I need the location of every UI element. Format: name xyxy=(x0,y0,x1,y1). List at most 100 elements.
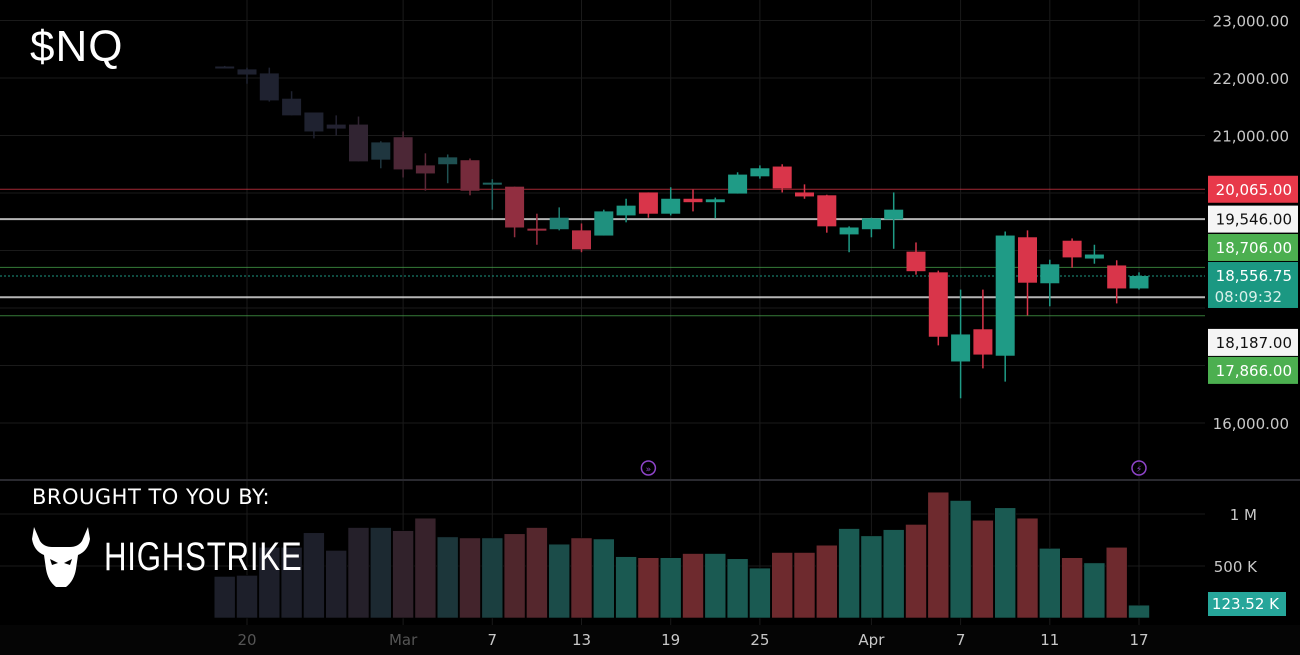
volume-axis-label: 500 K xyxy=(1214,558,1258,576)
candle-body[interactable] xyxy=(482,182,502,185)
earnings-flash-icon-glyph: ⚡ xyxy=(1136,465,1142,475)
bull-head-icon xyxy=(32,527,90,587)
candle-body[interactable] xyxy=(705,199,725,203)
volume-bar xyxy=(771,552,794,619)
candle-body[interactable] xyxy=(1040,264,1060,284)
volume-bar xyxy=(392,530,414,619)
candle-body[interactable] xyxy=(237,69,257,75)
candle-body[interactable] xyxy=(839,227,859,235)
candle-body[interactable] xyxy=(884,209,904,220)
candle-body[interactable] xyxy=(728,174,748,194)
candle-body[interactable] xyxy=(1129,275,1149,289)
candle-body[interactable] xyxy=(371,142,391,160)
volume-bar xyxy=(838,528,860,619)
price-axis-label: 22,000.00 xyxy=(1213,70,1289,88)
candle-body[interactable] xyxy=(1107,265,1127,289)
candle-body[interactable] xyxy=(995,235,1015,356)
volume-bar xyxy=(1083,562,1106,619)
candle-body[interactable] xyxy=(415,165,435,174)
volume-bar xyxy=(548,543,571,619)
price-axis-label: 23,000.00 xyxy=(1213,13,1289,31)
ticker-symbol: $NQ xyxy=(30,22,124,71)
candle-body[interactable] xyxy=(349,124,368,162)
time-axis-label: 25 xyxy=(750,631,769,649)
candle-body[interactable] xyxy=(505,186,525,228)
volume-bar xyxy=(526,527,548,619)
candle-body[interactable] xyxy=(460,160,480,191)
candle-body[interactable] xyxy=(951,334,971,362)
candle-body[interactable] xyxy=(683,198,703,203)
price-axis-label: 16,000.00 xyxy=(1213,415,1289,433)
volume-bar xyxy=(213,576,236,619)
candle-body[interactable] xyxy=(527,228,547,231)
candle-body[interactable] xyxy=(906,251,926,272)
time-axis-label: 20 xyxy=(237,631,256,649)
volume-bar xyxy=(682,553,704,619)
volume-bar xyxy=(258,546,281,619)
volume-bar xyxy=(436,536,459,619)
sponsor-logo: HIGHSTRIKE xyxy=(30,525,358,589)
candle-body[interactable] xyxy=(282,98,302,116)
volume-bar xyxy=(369,527,392,619)
volume-bar xyxy=(615,556,637,619)
candle-body[interactable] xyxy=(861,218,881,230)
bar-countdown: 08:09:32 xyxy=(1215,288,1282,306)
candle-body[interactable] xyxy=(638,192,658,214)
candle-body[interactable] xyxy=(393,137,413,170)
volume-bar xyxy=(905,524,927,619)
price-level-tag[interactable] xyxy=(1208,175,1298,203)
last-volume-label: 123.52 K xyxy=(1212,595,1280,613)
candle-body[interactable] xyxy=(750,168,770,177)
volume-bar xyxy=(972,519,994,619)
price-level-tag[interactable] xyxy=(1208,205,1298,233)
time-axis xyxy=(0,625,1300,655)
candle-body[interactable] xyxy=(259,73,279,101)
volume-bar xyxy=(1016,517,1039,619)
candle-body[interactable] xyxy=(661,198,681,214)
price-level-tag[interactable] xyxy=(1208,356,1298,384)
time-axis-label: 11 xyxy=(1040,631,1059,649)
time-axis-label: Apr xyxy=(858,631,885,649)
candle-body[interactable] xyxy=(817,195,837,227)
time-axis-label: Mar xyxy=(389,631,418,649)
candle-body[interactable] xyxy=(549,217,569,230)
candle-body[interactable] xyxy=(616,205,636,216)
dividend-marker-icon[interactable] xyxy=(640,460,657,476)
candle-body[interactable] xyxy=(973,329,993,355)
earnings-flash-icon[interactable] xyxy=(1131,460,1147,476)
candle-body[interactable] xyxy=(438,157,458,165)
last-volume-tag xyxy=(1208,592,1286,616)
volume-bar xyxy=(994,507,1017,619)
price-level-label: 19,546.00 xyxy=(1216,211,1292,229)
time-axis-label: 17 xyxy=(1129,631,1148,649)
candle-body[interactable] xyxy=(795,192,814,197)
last-price-tag xyxy=(1208,261,1298,308)
candle-body[interactable] xyxy=(215,66,235,69)
candle-body[interactable] xyxy=(1062,240,1082,258)
volume-bar xyxy=(793,552,816,619)
price-level-label: 18,187.00 xyxy=(1216,334,1292,352)
volume-bar xyxy=(749,567,771,619)
volume-bar xyxy=(949,500,972,619)
candle-body[interactable] xyxy=(772,166,792,189)
candle-body[interactable] xyxy=(594,211,614,236)
volume-bar xyxy=(704,553,727,619)
price-level-tag[interactable] xyxy=(1208,233,1298,261)
candle-body[interactable] xyxy=(1084,254,1104,259)
price-level-tag[interactable] xyxy=(1208,328,1298,356)
volume-bar xyxy=(459,537,481,619)
sponsor-name: HIGHSTRIKE xyxy=(104,534,303,579)
volume-bar xyxy=(1039,548,1061,619)
candle-body[interactable] xyxy=(572,230,591,250)
price-level-label: 17,866.00 xyxy=(1216,362,1292,380)
volume-bar xyxy=(592,538,615,619)
volume-bar xyxy=(570,537,593,619)
candle-body[interactable] xyxy=(326,124,346,129)
candle-body[interactable] xyxy=(928,272,948,337)
candle-body[interactable] xyxy=(1018,237,1037,283)
price-level-label: 20,065.00 xyxy=(1216,181,1292,199)
candle-body[interactable] xyxy=(304,112,324,132)
time-axis-label: 7 xyxy=(956,631,966,649)
volume-bar xyxy=(815,544,838,619)
